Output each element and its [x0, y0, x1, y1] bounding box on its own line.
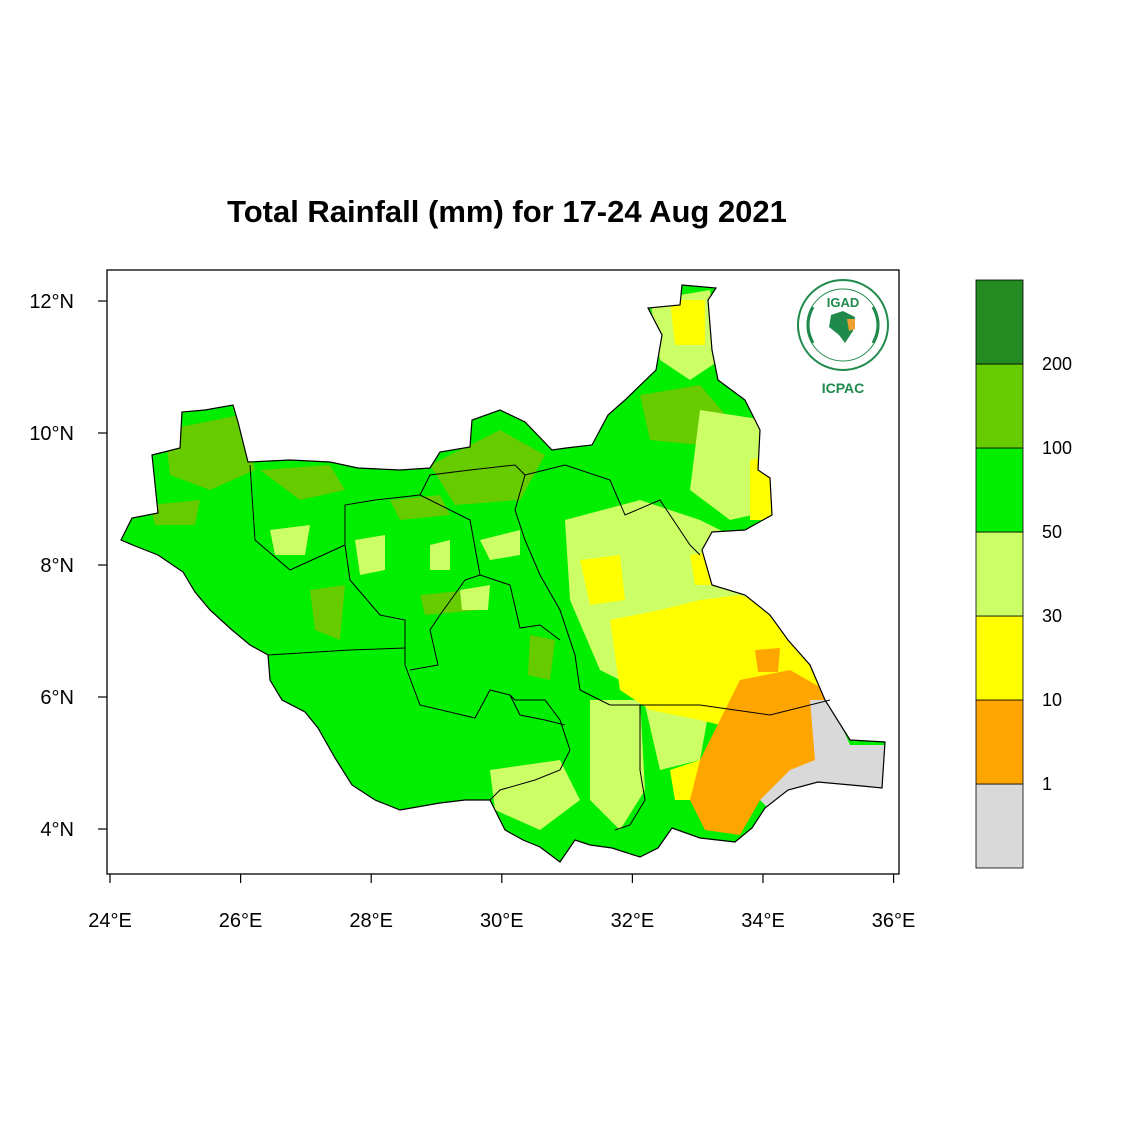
igad-region-icon — [847, 319, 855, 331]
legend-swatch — [975, 615, 1024, 701]
y-tick-label: 12°N — [29, 291, 74, 313]
x-tick-label: 24°E — [88, 910, 132, 932]
y-tick-label: 6°N — [40, 687, 74, 709]
legend-label: 200 — [1042, 354, 1072, 374]
legend-label: 10 — [1042, 690, 1062, 710]
state-boundaries — [249, 464, 831, 831]
legend-swatch — [975, 783, 1024, 869]
rainfall-1-10-areas — [690, 648, 825, 835]
y-tick-label: 10°N — [29, 423, 74, 445]
y-axis: 4°N 6°N 8°N 10°N 12°N — [29, 291, 107, 841]
x-tick-label: 30°E — [480, 910, 524, 932]
legend-label: 1 — [1042, 774, 1052, 794]
x-tick-label: 26°E — [219, 910, 263, 932]
x-tick-label: 36°E — [872, 910, 916, 932]
x-axis: 24°E 26°E 28°E 30°E 32°E 34°E 36°E — [88, 874, 915, 932]
country-border — [120, 284, 886, 863]
laurel-icon — [806, 306, 880, 344]
igad-icpac-logo: IGAD ICPAC — [797, 279, 889, 396]
legend-swatch — [975, 447, 1024, 533]
legend-label: 30 — [1042, 606, 1062, 626]
legend-colorbar: 1 10 30 50 100 200 — [975, 279, 1072, 869]
rainfall-below-1-area — [760, 700, 885, 810]
legend-swatch — [975, 699, 1024, 785]
logo-name: IGAD — [827, 295, 860, 310]
x-tick-label: 28°E — [349, 910, 393, 932]
legend-label: 50 — [1042, 522, 1062, 542]
x-tick-label: 32°E — [611, 910, 655, 932]
logo-caption: ICPAC — [822, 380, 865, 396]
y-tick-label: 4°N — [40, 819, 74, 841]
legend-swatch — [975, 279, 1024, 365]
y-tick-label: 8°N — [40, 555, 74, 577]
map-title: Total Rainfall (mm) for 17-24 Aug 2021 — [227, 194, 787, 229]
legend-label: 100 — [1042, 438, 1072, 458]
x-tick-label: 34°E — [741, 910, 785, 932]
legend-swatch — [975, 363, 1024, 449]
legend-swatch — [975, 531, 1024, 617]
